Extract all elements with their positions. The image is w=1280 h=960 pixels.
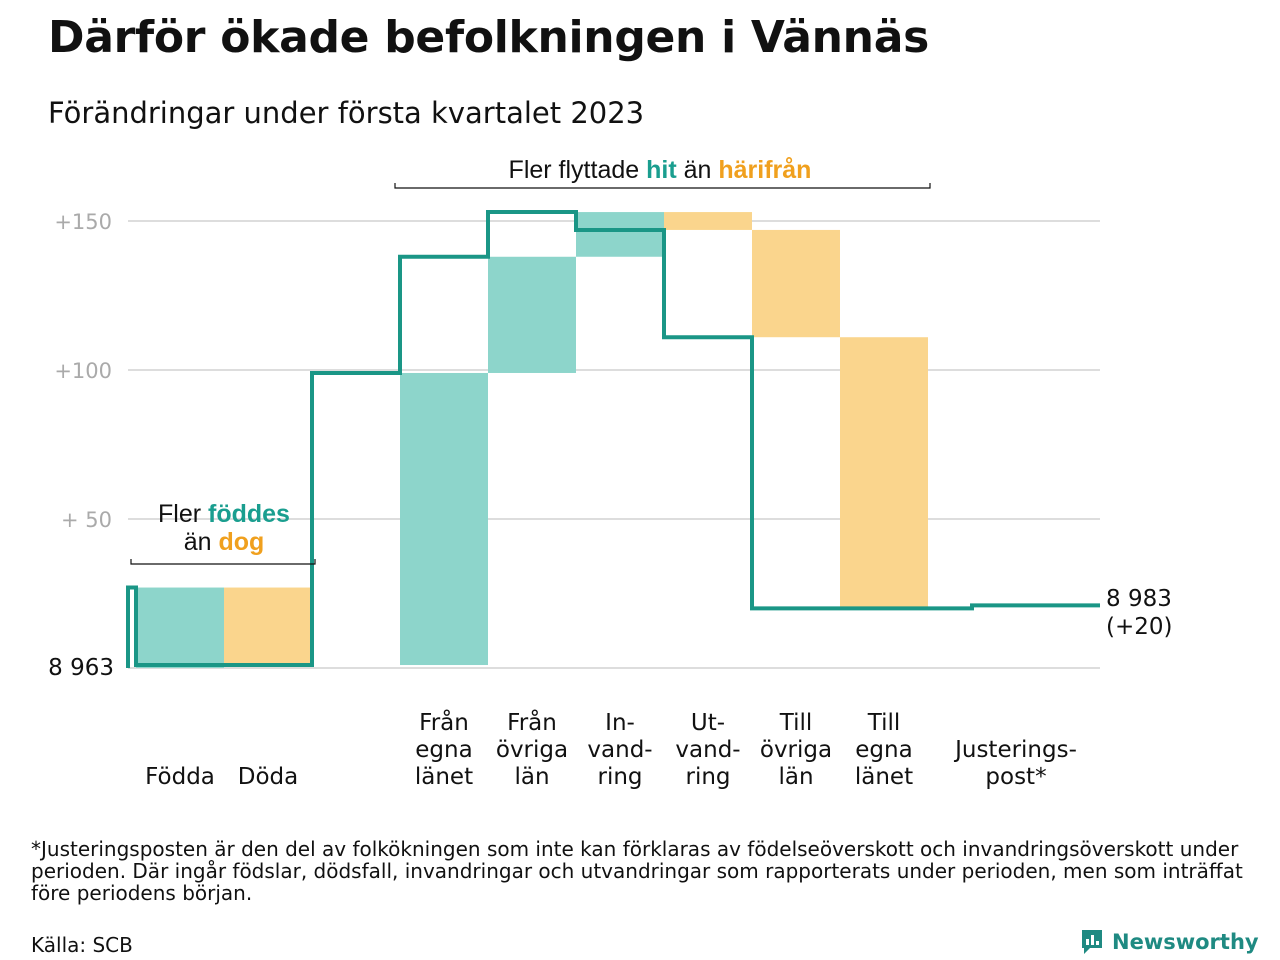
outflow-bar	[664, 212, 752, 230]
brand-logo: Newsworthy	[1080, 928, 1259, 956]
waterfall-chart: + 50 +100 +150 Födda Döda Från egna länet Från öv…	[48, 156, 1172, 790]
category-label: In-vand-ring	[587, 710, 652, 790]
newsworthy-icon	[1082, 930, 1102, 954]
end-change-label: (+20)	[1106, 614, 1172, 640]
category-label: Ut-vand-ring	[675, 710, 740, 790]
chart-title: Därför ökade befolkningen i Vännäs	[48, 12, 929, 63]
outflow-bar	[224, 587, 312, 666]
category-label: Justerings-post*	[953, 737, 1077, 790]
running-total-line	[126, 210, 1100, 668]
inflow-bar	[488, 256, 576, 373]
bars	[136, 212, 928, 668]
chart-subtitle: Förändringar under första kvartalet 2023	[48, 96, 645, 130]
y-tick-label: +150	[54, 210, 112, 234]
category-label: Födda	[145, 764, 215, 790]
start-value-label: 8 963	[48, 655, 114, 681]
inflow-bar	[576, 212, 664, 257]
annotation-text: Fler föddes	[158, 500, 290, 528]
category-label: Från egna länet	[415, 708, 473, 790]
end-value-label: 8 983	[1106, 586, 1172, 612]
brand-name: Newsworthy	[1112, 930, 1259, 954]
footnote: *Justeringsposten är den del av folkökni…	[31, 837, 1243, 905]
category-label: Från övriga län	[496, 708, 568, 790]
cumulative-step-line	[126, 210, 1100, 668]
category-label: Till övriga län	[760, 710, 832, 790]
annotation-text: Fler flyttade hit än härifrån	[509, 156, 812, 184]
y-tick-label: +100	[54, 359, 112, 383]
source-credit: Källa: SCB	[31, 933, 133, 957]
annotation-text: än dog	[184, 528, 265, 556]
y-tick-label: + 50	[61, 508, 112, 532]
category-label: Till egna länet	[855, 710, 913, 790]
inflow-bar	[400, 372, 488, 666]
outflow-bar	[840, 337, 928, 609]
labels: + 50 +100 +150 Födda Döda Från egna länet Från öv…	[48, 156, 1172, 790]
inflow-bar	[136, 587, 224, 668]
annotation-bracket	[394, 183, 931, 189]
outflow-bar	[752, 229, 840, 338]
annotation-bracket	[130, 559, 316, 565]
category-label: Döda	[238, 764, 298, 790]
